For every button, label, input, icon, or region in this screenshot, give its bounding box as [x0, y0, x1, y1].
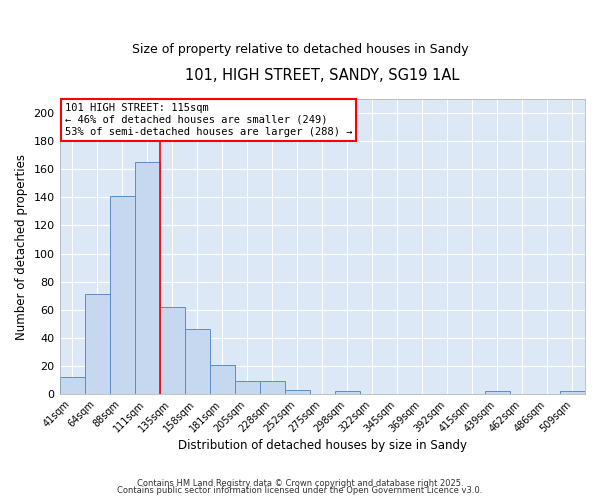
- Bar: [185, 330, 209, 394]
- Bar: [209, 364, 235, 394]
- Bar: [285, 390, 310, 394]
- X-axis label: Distribution of detached houses by size in Sandy: Distribution of detached houses by size …: [178, 440, 467, 452]
- Text: Size of property relative to detached houses in Sandy: Size of property relative to detached ho…: [131, 42, 469, 56]
- Bar: [335, 392, 360, 394]
- Bar: [160, 307, 185, 394]
- Title: 101, HIGH STREET, SANDY, SG19 1AL: 101, HIGH STREET, SANDY, SG19 1AL: [185, 68, 460, 82]
- Bar: [260, 382, 285, 394]
- Y-axis label: Number of detached properties: Number of detached properties: [15, 154, 28, 340]
- Bar: [134, 162, 160, 394]
- Bar: [110, 196, 134, 394]
- Bar: [59, 377, 85, 394]
- Bar: [235, 382, 260, 394]
- Bar: [560, 392, 585, 394]
- Bar: [485, 392, 510, 394]
- Text: 101 HIGH STREET: 115sqm
← 46% of detached houses are smaller (249)
53% of semi-d: 101 HIGH STREET: 115sqm ← 46% of detache…: [65, 104, 352, 136]
- Bar: [85, 294, 110, 394]
- Text: Contains public sector information licensed under the Open Government Licence v3: Contains public sector information licen…: [118, 486, 482, 495]
- Text: Contains HM Land Registry data © Crown copyright and database right 2025.: Contains HM Land Registry data © Crown c…: [137, 478, 463, 488]
